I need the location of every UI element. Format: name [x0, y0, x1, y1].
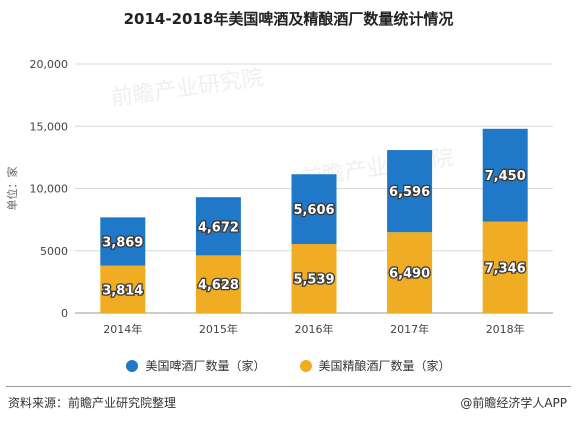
data-label-craft: 3,814 — [102, 283, 143, 298]
bar-craft — [482, 221, 528, 313]
data-label-beer: 6,596 — [389, 185, 430, 200]
bar-beer — [387, 150, 433, 233]
bar-craft — [100, 265, 146, 313]
chart-title: 2014-2018年美国啤酒及精酿酒厂数量统计情况 — [123, 10, 454, 28]
y-axis-label: 单位：家 — [5, 167, 19, 211]
data-label-craft: 4,628 — [198, 278, 239, 293]
data-label-beer: 5,606 — [293, 203, 334, 218]
legend-swatch-beer — [126, 359, 139, 372]
footer-divider — [6, 386, 571, 387]
legend-swatch-craft — [299, 359, 312, 372]
source-note: 资料来源：前瞻产业研究院整理 — [8, 396, 177, 410]
data-label-beer: 7,450 — [485, 169, 526, 184]
x-tick-label: 2015年 — [199, 322, 238, 336]
bar-craft — [291, 244, 337, 313]
y-tick-label: 20,000 — [30, 58, 69, 71]
data-label-beer: 3,869 — [102, 235, 143, 250]
y-tick-label: 10,000 — [30, 183, 69, 196]
legend-item-craft: 美国精酿酒厂数量（家） — [299, 357, 451, 374]
bar-beer — [195, 197, 241, 256]
x-tick-label: 2016年 — [295, 322, 334, 336]
bar-beer — [482, 128, 528, 222]
data-label-craft: 5,539 — [293, 273, 334, 288]
stacked-bar-chart: 0 5000 10,000 15,000 20,000 单位：家 3,814 3,869 201… — [5, 58, 553, 336]
legend-label-beer: 美国啤酒厂数量（家） — [145, 359, 266, 373]
data-label-craft: 7,346 — [485, 261, 526, 276]
bar-craft — [195, 255, 241, 313]
data-label-beer: 4,672 — [198, 220, 239, 235]
x-tick-label: 2018年 — [486, 322, 525, 336]
x-tick-label: 2014年 — [103, 322, 142, 336]
legend-item-beer: 美国啤酒厂数量（家） — [126, 357, 266, 374]
y-tick-label: 0 — [61, 307, 68, 320]
y-tick-label: 5000 — [40, 245, 68, 258]
x-tick-label: 2017年 — [390, 322, 429, 336]
y-tick-label: 15,000 — [30, 120, 69, 133]
bar-craft — [387, 232, 433, 313]
legend: 美国啤酒厂数量（家） 美国精酿酒厂数量（家） — [0, 357, 577, 374]
bar-beer — [291, 174, 337, 245]
data-label-craft: 6,490 — [389, 267, 430, 282]
bar-beer — [100, 217, 146, 266]
brand-credit: @前瞻经济学人APP — [460, 396, 567, 410]
legend-label-craft: 美国精酿酒厂数量（家） — [318, 359, 451, 373]
